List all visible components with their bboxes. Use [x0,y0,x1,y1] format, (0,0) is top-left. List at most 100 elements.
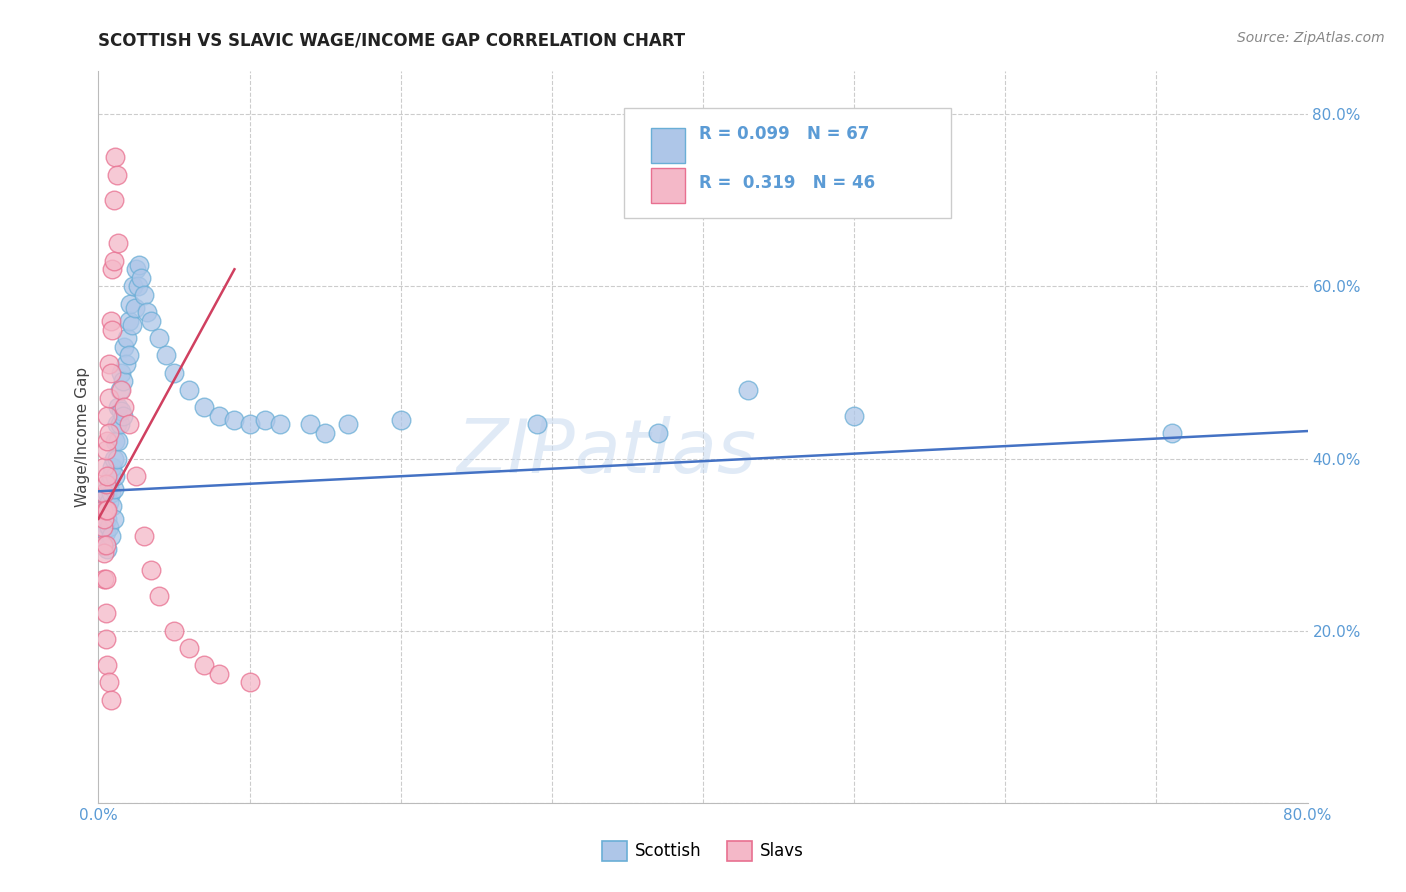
Point [96,541,118,556]
Point [239,675,262,690]
Point [93,516,115,530]
Point [91,503,114,517]
Point [336,417,359,432]
Point [105,451,128,466]
Point [101,262,124,277]
Point [118,348,141,362]
Point [98,675,121,690]
Point [163,624,186,638]
Point [94,632,117,647]
Point [93,512,115,526]
Point [118,314,141,328]
Point [389,413,412,427]
Point [108,383,131,397]
Point [193,400,215,414]
Point [112,400,135,414]
Point [128,258,150,272]
Point [122,279,145,293]
Point [737,383,759,397]
Point [135,305,157,319]
Point [96,503,118,517]
Point [107,434,129,449]
Point [163,366,186,380]
Point [299,417,322,432]
Y-axis label: Wage/Income Gap: Wage/Income Gap [75,367,90,508]
Point [114,357,136,371]
Point [94,491,117,505]
Point [141,314,163,328]
Point [94,572,117,586]
Point [93,486,115,500]
Point [96,409,118,423]
Point [103,482,125,496]
Point [94,524,117,539]
Point [132,288,155,302]
Point [121,318,143,333]
Point [103,451,125,466]
Point [105,417,128,432]
Point [125,468,148,483]
Point [129,271,152,285]
Point [91,499,114,513]
Point [96,468,118,483]
Point [193,658,215,673]
Point [110,404,132,418]
Bar [651,168,685,203]
Point [208,409,231,423]
Point [110,366,132,380]
Point [94,538,117,552]
Point [101,499,124,513]
Point [132,529,155,543]
Point [179,383,201,397]
Point [100,486,122,500]
Point [98,477,121,491]
Point [98,520,121,534]
Legend: Scottish, Slavs: Scottish, Slavs [595,834,811,868]
Point [179,640,201,655]
Point [101,322,124,336]
Point [118,417,141,432]
Point [108,417,131,432]
Point [844,409,866,423]
Point [101,460,124,475]
Point [112,340,135,354]
Point [96,486,118,500]
Point [1160,425,1182,440]
Point [155,348,177,362]
Point [224,413,246,427]
Point [208,666,231,681]
Point [93,572,115,586]
Point [91,538,114,552]
FancyBboxPatch shape [624,108,950,218]
Point [93,546,115,560]
Point [96,434,118,449]
Point [100,692,122,706]
Point [111,409,134,423]
Point [96,658,118,673]
Text: R =  0.319   N = 46: R = 0.319 N = 46 [699,174,876,192]
Point [100,366,122,380]
Point [98,392,121,406]
Point [93,538,115,552]
Point [115,331,138,345]
Point [148,331,170,345]
Point [93,460,115,475]
Point [104,434,127,449]
Point [111,374,134,388]
Point [107,400,129,414]
Point [94,607,117,621]
Point [91,520,114,534]
Point [104,468,127,483]
Point [100,529,122,543]
Point [96,512,118,526]
Point [98,357,121,371]
Point [98,494,121,508]
Point [110,383,132,397]
Point [94,477,117,491]
Point [98,425,121,440]
Point [269,417,291,432]
Point [100,468,122,483]
Point [103,512,125,526]
Text: Source: ZipAtlas.com: Source: ZipAtlas.com [1237,31,1385,45]
Point [103,194,125,208]
